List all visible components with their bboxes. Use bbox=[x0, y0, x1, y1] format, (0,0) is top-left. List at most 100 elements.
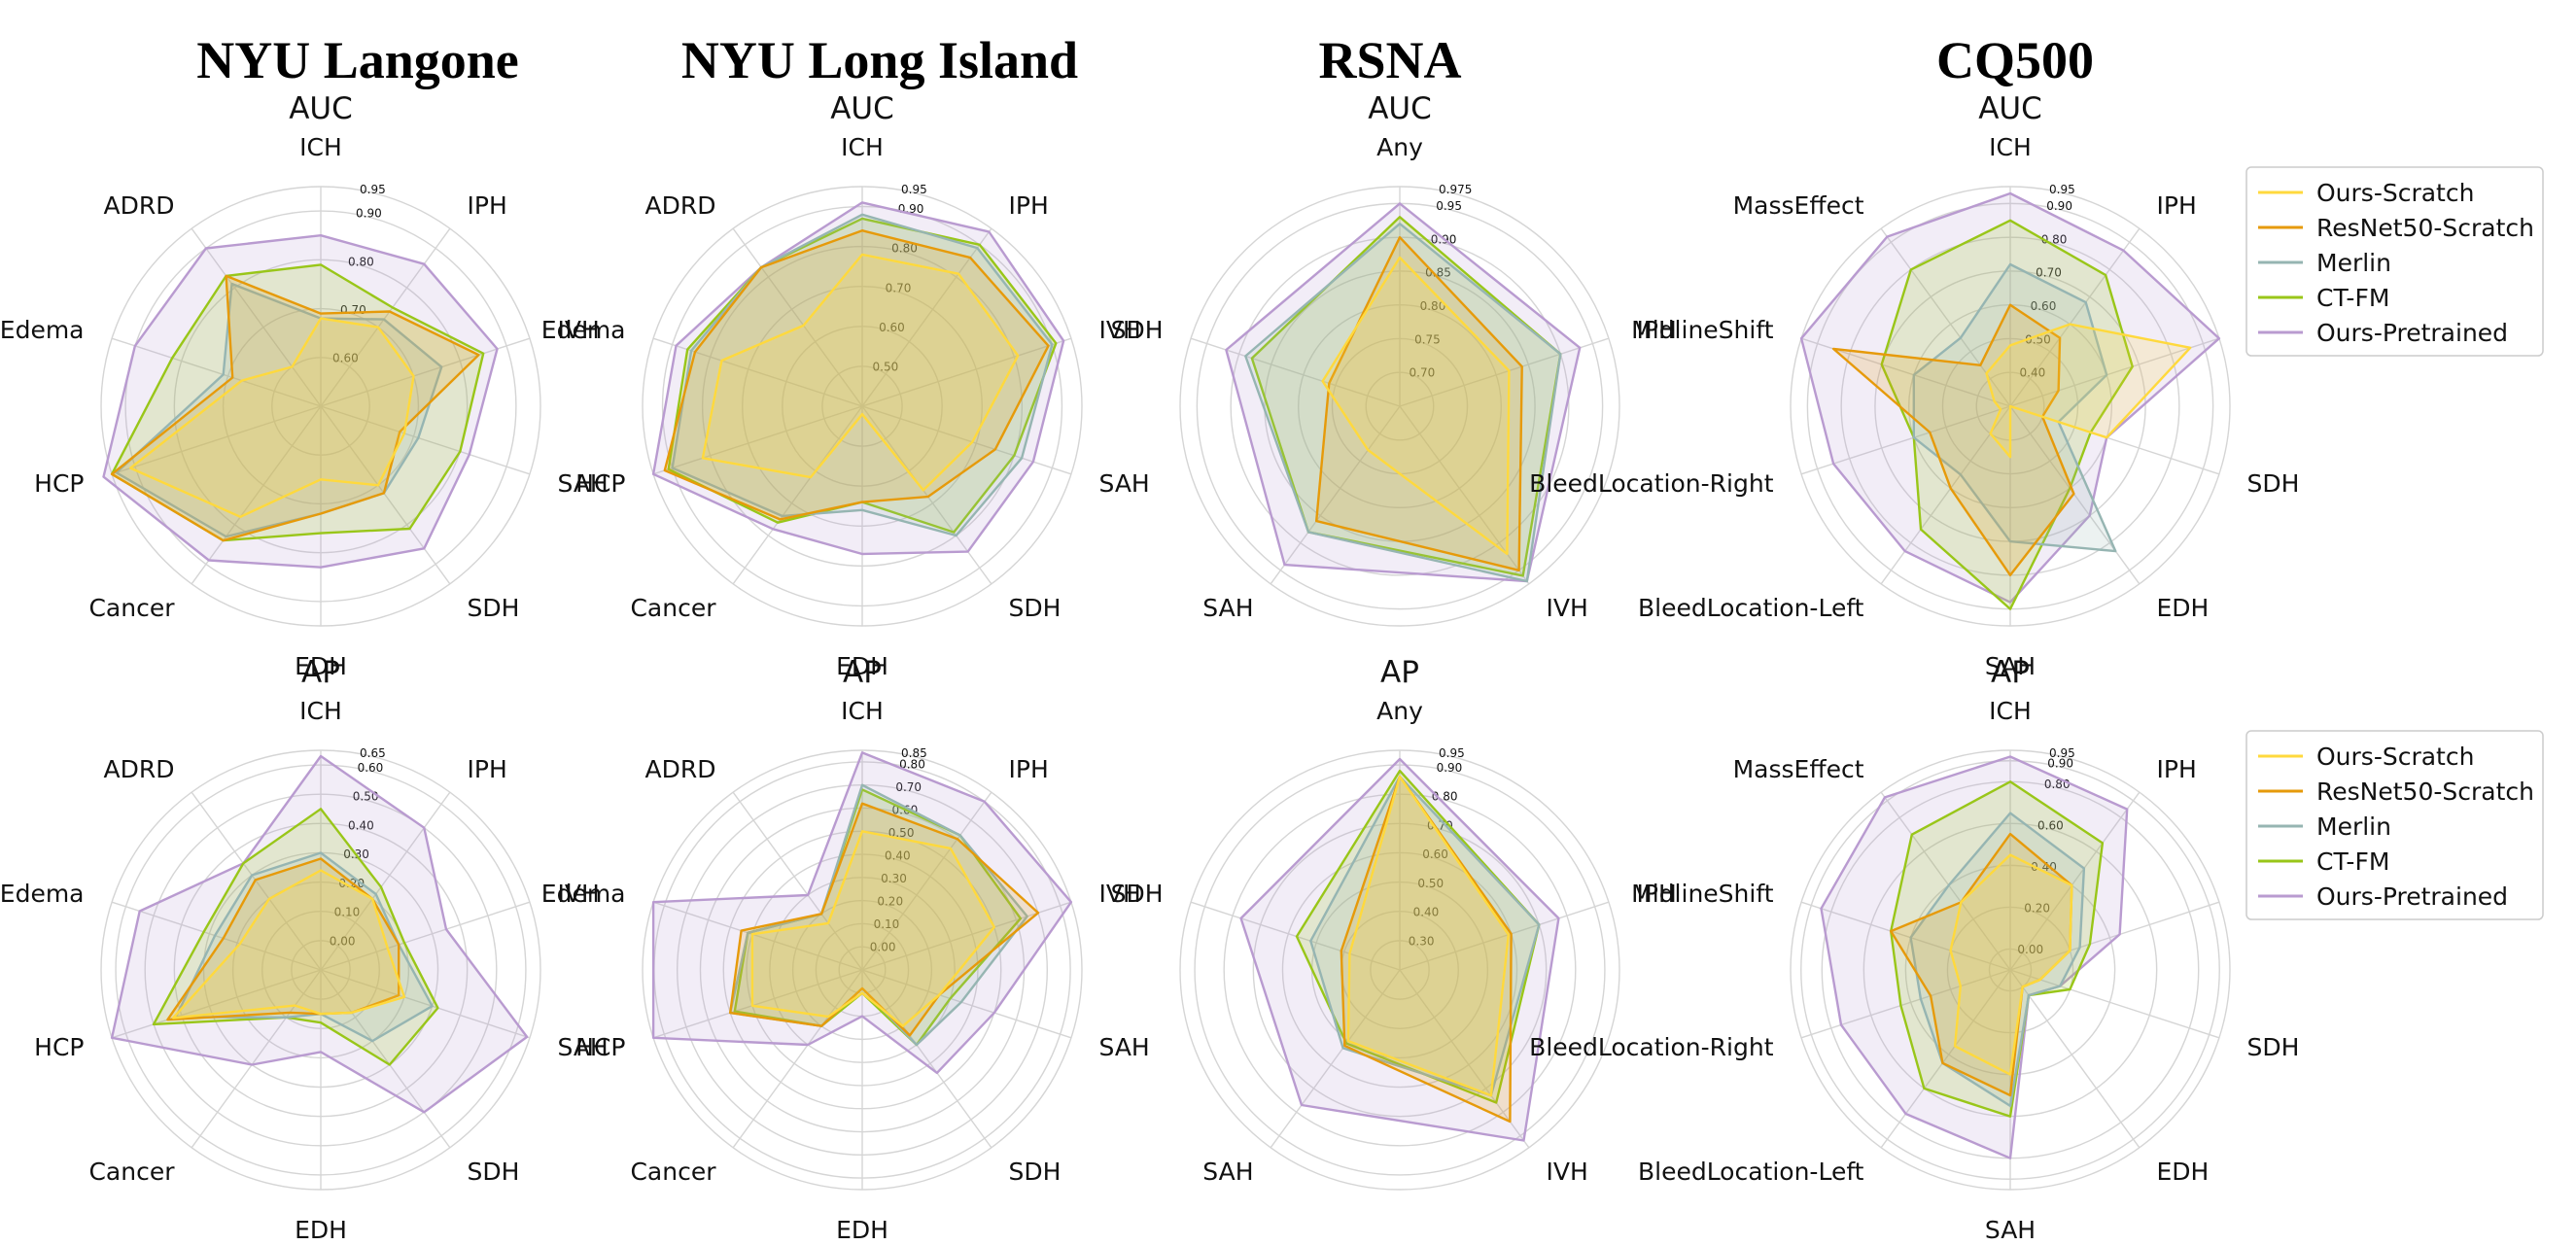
series-polygon-resnet50-scratch bbox=[110, 274, 480, 542]
subplot-title: AP bbox=[301, 655, 340, 690]
series-polygon-resnet50-scratch bbox=[1831, 303, 2075, 576]
axis-label-sdh: SDH bbox=[468, 594, 520, 622]
axis-label-edh: EDH bbox=[836, 1216, 888, 1244]
series-polygon-merlin bbox=[1309, 775, 1541, 1097]
spoke bbox=[2009, 227, 2141, 407]
axis-label-sdh: SDH bbox=[2247, 1033, 2300, 1061]
tick-label: 0.85 bbox=[901, 746, 927, 760]
series-polygon-ours-scratch bbox=[1985, 323, 2192, 459]
axis-label-edema: Edema bbox=[541, 880, 626, 908]
series-polygon-ours-scratch bbox=[1949, 853, 2073, 1076]
spoke bbox=[2009, 969, 2141, 1149]
axis-label-sah: SAH bbox=[1985, 1216, 2036, 1244]
tick-label: 0.80 bbox=[891, 242, 918, 256]
spoke bbox=[1880, 969, 2011, 1149]
spoke bbox=[1270, 405, 1401, 585]
axis-label-adrd: ADRD bbox=[645, 755, 716, 783]
axis-label-hcp: HCP bbox=[575, 1033, 625, 1061]
spoke bbox=[191, 405, 322, 585]
axis-label-iph: IPH bbox=[1009, 755, 1049, 783]
spoke bbox=[2009, 969, 2220, 1039]
tick-label: 0.70 bbox=[895, 780, 922, 794]
axis-label-ich: ICH bbox=[299, 697, 342, 725]
tick-label: 0.40 bbox=[1413, 906, 1440, 919]
series-polygon-ours-pretrained bbox=[1799, 191, 2221, 604]
tick-label: 0.40 bbox=[2031, 860, 2057, 874]
series-polygon-ours-scratch bbox=[750, 830, 995, 1027]
tick-label: 0.95 bbox=[2049, 746, 2075, 760]
axis-label-any: Any bbox=[1376, 697, 1423, 725]
legend-frame bbox=[2245, 730, 2544, 920]
legend-label-ours-pretrained: Ours-Pretrained bbox=[2316, 882, 2508, 911]
tick-label: 0.80 bbox=[899, 758, 925, 772]
spoke bbox=[861, 791, 992, 971]
axis-label-edh: EDH bbox=[2157, 1158, 2210, 1186]
spoke bbox=[320, 969, 451, 1149]
axis-label-adrd: ADRD bbox=[104, 755, 175, 783]
series-polygon-merlin bbox=[1909, 812, 2086, 1108]
radar-ap-cq500: 0.000.200.400.600.800.900.95ICHIPHIVHSDH… bbox=[1529, 655, 2299, 1244]
axis-label-edh: EDH bbox=[295, 652, 347, 680]
axis-label-ich: ICH bbox=[841, 697, 884, 725]
tick-label: 0.30 bbox=[1409, 934, 1435, 948]
tick-label: 0.00 bbox=[2017, 943, 2043, 956]
tick-label: 0.80 bbox=[1432, 790, 1458, 804]
radar-auc-nyu-langone: 0.600.700.800.900.95ICHIPHIVHSAHSDHEDHCa… bbox=[0, 91, 609, 680]
legends-group: Ours-Scratch ResNet50-Scratch Merlin CT-FM O… bbox=[2245, 166, 2544, 920]
spoke bbox=[111, 337, 322, 407]
tick-label: 0.50 bbox=[1417, 877, 1444, 890]
axis-label-ivh: IVH bbox=[1547, 1158, 1588, 1186]
spoke bbox=[1190, 901, 1401, 971]
axis-label-sah: SAH bbox=[1099, 469, 1150, 498]
spoke bbox=[861, 969, 1072, 1039]
tick-label: 0.40 bbox=[2020, 366, 2046, 380]
axis-label-ich: ICH bbox=[299, 133, 342, 161]
axis-label-hcp: HCP bbox=[34, 1033, 84, 1061]
spoke bbox=[191, 227, 322, 407]
axis-label-ich: ICH bbox=[1989, 133, 2032, 161]
series-polygon-resnet50-scratch bbox=[729, 802, 1040, 1037]
radar-auc-nyu-long-island: 0.500.600.700.800.900.95ICHIPHIVHSAHSDHE… bbox=[541, 91, 1150, 680]
axis-label-iph: IPH bbox=[1009, 191, 1049, 220]
tick-label: 0.80 bbox=[1420, 299, 1446, 313]
axis-label-cancer: Cancer bbox=[630, 594, 716, 622]
radar-charts-group: 0.600.700.800.900.95ICHIPHIVHSAHSDHEDHCa… bbox=[0, 91, 2299, 1244]
axis-label-bleedlocation-right: BleedLocation-Right bbox=[1529, 469, 1774, 498]
radar-ap-nyu-long-island: 0.000.100.200.300.400.500.600.700.800.85… bbox=[541, 655, 1150, 1244]
axis-label-iph: IPH bbox=[468, 191, 507, 220]
tick-label: 0.95 bbox=[2049, 183, 2075, 196]
axis-label-ivh: IVH bbox=[1099, 316, 1141, 344]
axis-label-adrd: ADRD bbox=[104, 191, 175, 220]
radar-auc-rsna: 0.700.750.800.850.900.950.975AnyIPHIVHSA… bbox=[1111, 91, 1677, 627]
spoke bbox=[1800, 901, 2011, 971]
series-polygon-ours-pretrained bbox=[1820, 755, 2129, 1159]
axis-label-iph: IPH bbox=[1637, 316, 1677, 344]
axis-label-bleedlocation-left: BleedLocation-Left bbox=[1638, 1158, 1864, 1186]
legend-label-ct-fm: CT-FM bbox=[2316, 284, 2389, 312]
series-polygon-resnet50-scratch bbox=[1314, 235, 1523, 571]
axis-label-sah: SAH bbox=[1202, 594, 1253, 622]
spoke bbox=[1800, 969, 2011, 1039]
radar-ap-nyu-langone: 0.000.100.200.300.400.500.600.65ICHIPHIV… bbox=[0, 655, 609, 1244]
axis-label-masseffect: MassEffect bbox=[1733, 191, 1864, 220]
axis-label-midlineshift: MidlineShift bbox=[1631, 316, 1774, 344]
legend-label-resnet50-scratch: ResNet50-Scratch bbox=[2316, 214, 2534, 242]
legend-label-merlin: Merlin bbox=[2316, 813, 2391, 841]
axis-label-sah: SAH bbox=[1099, 1033, 1150, 1061]
legend: Ours-Scratch ResNet50-Scratch Merlin CT-FM O… bbox=[2245, 730, 2544, 920]
column-title-rsna: RSNA bbox=[1318, 31, 1461, 89]
legend-label-ours-pretrained: Ours-Pretrained bbox=[2316, 319, 2508, 347]
series-polygon-ours-pretrained bbox=[1239, 757, 1560, 1142]
axis-label-ivh: IVH bbox=[1547, 594, 1588, 622]
series-polygon-ours-scratch bbox=[128, 317, 415, 518]
spoke bbox=[732, 405, 863, 585]
tick-label: 0.30 bbox=[881, 872, 907, 885]
axis-label-edema: Edema bbox=[0, 880, 85, 908]
spoke bbox=[320, 227, 451, 407]
series-polygon-ours-scratch bbox=[1321, 256, 1511, 556]
axis-label-sah: SAH bbox=[1985, 652, 2036, 680]
axis-label-any: Any bbox=[1376, 133, 1423, 161]
axis-label-adrd: ADRD bbox=[645, 191, 716, 220]
tick-label: 0.90 bbox=[2047, 757, 2073, 771]
